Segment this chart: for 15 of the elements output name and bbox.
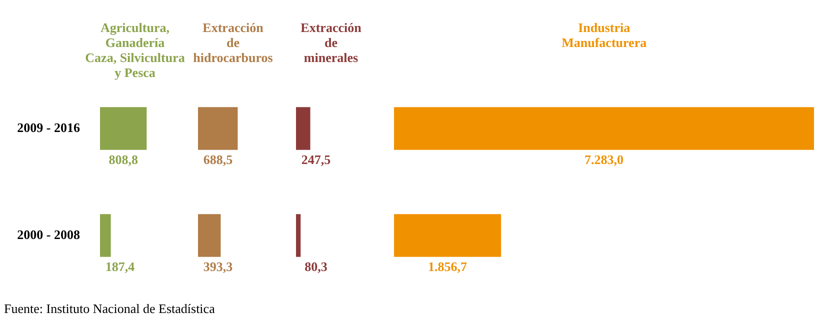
y-tick-label: 2009 - 2016 xyxy=(17,120,80,135)
data-label: 247,5 xyxy=(301,152,332,167)
chart-title: Extracción de hidrocarburos xyxy=(193,20,273,67)
data-label: 80,3 xyxy=(304,258,328,274)
data-label: 808,8 xyxy=(108,152,138,167)
data-label: 393,3 xyxy=(203,258,234,274)
data-label: 187,4 xyxy=(105,258,136,274)
data-label: 1.856,7 xyxy=(428,258,468,274)
chart-title: Industria Manufacturera xyxy=(562,20,647,52)
data-label: 688,5 xyxy=(203,152,234,167)
chart-title: Extracción de minerales xyxy=(300,20,362,67)
data-label: 7.283,0 xyxy=(584,152,624,167)
source-note: Fuente: Instituto Nacional de Estadística xyxy=(4,301,215,317)
y-tick-label: 2000 - 2008 xyxy=(17,226,80,242)
chart-title: Agricultura, Ganadería Caza, Silvicultura y Pesca xyxy=(85,20,185,80)
